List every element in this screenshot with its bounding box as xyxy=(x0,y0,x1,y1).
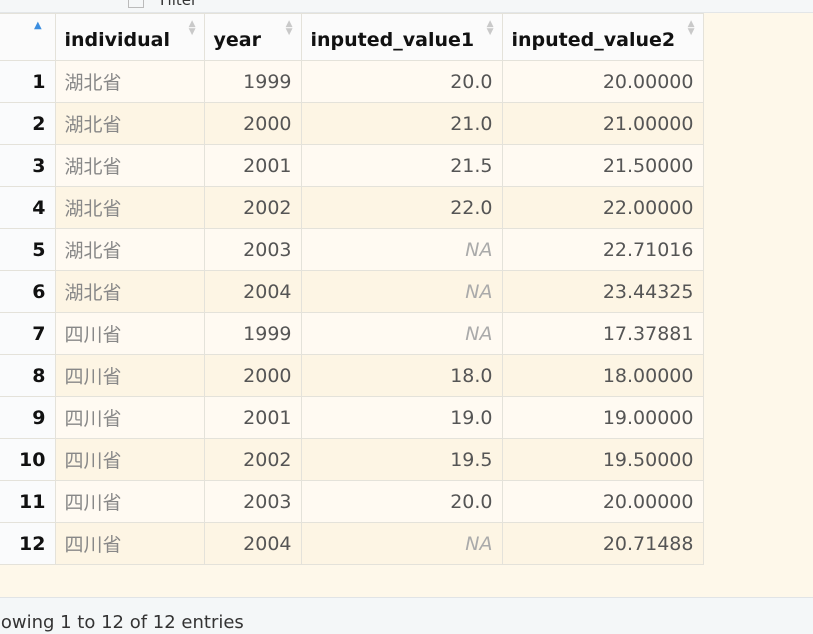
table-cell: 湖北省 xyxy=(54,186,205,229)
table-cell: NA xyxy=(300,522,503,565)
sort-icon: ▲ ▼ xyxy=(188,19,196,37)
header-row: ▲ individual ▲ ▼ year ▲ ▼ inputed_value1 ▲ ▼ i… xyxy=(0,13,704,61)
row-number-header[interactable]: ▲ xyxy=(0,13,56,61)
row-number: 4 xyxy=(0,186,56,229)
table-cell: 21.0 xyxy=(300,102,503,145)
table-cell: 四川省 xyxy=(54,312,205,355)
table-cell: 19.0 xyxy=(300,396,503,439)
row-number: 3 xyxy=(0,144,56,187)
table-cell: 1999 xyxy=(203,60,302,103)
table-cell: 19.50000 xyxy=(501,438,704,481)
table-cell: 19.5 xyxy=(300,438,503,481)
row-number: 9 xyxy=(0,396,56,439)
column-label: year xyxy=(213,29,261,51)
table-cell: 四川省 xyxy=(54,522,205,565)
column-label: inputed_value1 xyxy=(310,29,475,51)
table-cell: 2001 xyxy=(203,144,302,187)
row-number: 2 xyxy=(0,102,56,145)
table-cell: 2003 xyxy=(203,480,302,523)
table-cell: 22.00000 xyxy=(501,186,704,229)
table-row: 8 四川省 2000 18.0 18.00000 xyxy=(0,354,704,397)
column-label: inputed_value2 xyxy=(511,29,676,51)
table-cell: 2001 xyxy=(203,396,302,439)
table-cell: 20.00000 xyxy=(501,60,704,103)
row-number: 7 xyxy=(0,312,56,355)
table-row: 9 四川省 2001 19.0 19.00000 xyxy=(0,396,704,439)
entries-info: Showing 1 to 12 of 12 entries xyxy=(0,612,244,633)
viewer-toolbar: Filter xyxy=(0,0,813,13)
column-header-inputed-value1[interactable]: inputed_value1 ▲ ▼ xyxy=(300,13,503,61)
sort-icon: ▲ ▼ xyxy=(486,19,494,37)
table-cell: 2000 xyxy=(203,102,302,145)
table-cell: 湖北省 xyxy=(54,60,205,103)
table-cell: 17.37881 xyxy=(501,312,704,355)
table-footer: Showing 1 to 12 of 12 entries xyxy=(0,597,813,634)
row-number: 6 xyxy=(0,270,56,313)
table-cell: 20.0 xyxy=(300,60,503,103)
table-cell: 20.71488 xyxy=(501,522,704,565)
table-cell: 21.50000 xyxy=(501,144,704,187)
table-cell: 湖北省 xyxy=(54,270,205,313)
table-cell: 22.0 xyxy=(300,186,503,229)
filter-toggle-icon[interactable] xyxy=(128,0,144,8)
table-cell: 1999 xyxy=(203,312,302,355)
table-row: 5 湖北省 2003 NA 22.71016 xyxy=(0,228,704,271)
row-number: 1 xyxy=(0,60,56,103)
table-row: 7 四川省 1999 NA 17.37881 xyxy=(0,312,704,355)
table-cell: 2003 xyxy=(203,228,302,271)
table-cell: NA xyxy=(300,312,503,355)
table-cell: 2000 xyxy=(203,354,302,397)
table-cell: 湖北省 xyxy=(54,102,205,145)
table-cell: NA xyxy=(300,270,503,313)
column-label: individual xyxy=(64,29,171,51)
row-number: 5 xyxy=(0,228,56,271)
filter-button[interactable]: Filter xyxy=(160,0,198,9)
row-number: 10 xyxy=(0,438,56,481)
table-cell: 四川省 xyxy=(54,354,205,397)
table-cell: 四川省 xyxy=(54,396,205,439)
table-cell: 18.0 xyxy=(300,354,503,397)
row-number: 12 xyxy=(0,522,56,565)
table-cell: 2002 xyxy=(203,438,302,481)
table-cell: 2004 xyxy=(203,270,302,313)
table-cell: 22.71016 xyxy=(501,228,704,271)
table-cell: 19.00000 xyxy=(501,396,704,439)
sort-icon: ▲ ▼ xyxy=(285,19,293,37)
table-row: 12 四川省 2004 NA 20.71488 xyxy=(0,522,704,565)
table-row: 6 湖北省 2004 NA 23.44325 xyxy=(0,270,704,313)
column-header-inputed-value2[interactable]: inputed_value2 ▲ ▼ xyxy=(501,13,704,61)
table-cell: 18.00000 xyxy=(501,354,704,397)
table-cell: 湖北省 xyxy=(54,228,205,271)
sort-icon: ▲ ▼ xyxy=(687,19,695,37)
table-row: 10 四川省 2002 19.5 19.50000 xyxy=(0,438,704,481)
sort-asc-icon: ▲ xyxy=(34,20,42,31)
table-cell: 四川省 xyxy=(54,438,205,481)
table-cell: 2002 xyxy=(203,186,302,229)
table-cell: 23.44325 xyxy=(501,270,704,313)
data-table: ▲ individual ▲ ▼ year ▲ ▼ inputed_value1 ▲ ▼ i… xyxy=(0,13,813,597)
row-number: 11 xyxy=(0,480,56,523)
table-cell: 四川省 xyxy=(54,480,205,523)
table-row: 1 湖北省 1999 20.0 20.00000 xyxy=(0,60,704,103)
table-row: 11 四川省 2003 20.0 20.00000 xyxy=(0,480,704,523)
table-cell: 2004 xyxy=(203,522,302,565)
table-row: 3 湖北省 2001 21.5 21.50000 xyxy=(0,144,704,187)
table-row: 4 湖北省 2002 22.0 22.00000 xyxy=(0,186,704,229)
row-number: 8 xyxy=(0,354,56,397)
column-header-year[interactable]: year ▲ ▼ xyxy=(203,13,302,61)
table-cell: 湖北省 xyxy=(54,144,205,187)
table-row: 2 湖北省 2000 21.0 21.00000 xyxy=(0,102,704,145)
column-header-individual[interactable]: individual ▲ ▼ xyxy=(54,13,205,61)
table-cell: 21.5 xyxy=(300,144,503,187)
table-cell: NA xyxy=(300,228,503,271)
table-cell: 20.0 xyxy=(300,480,503,523)
table-cell: 21.00000 xyxy=(501,102,704,145)
table-cell: 20.00000 xyxy=(501,480,704,523)
